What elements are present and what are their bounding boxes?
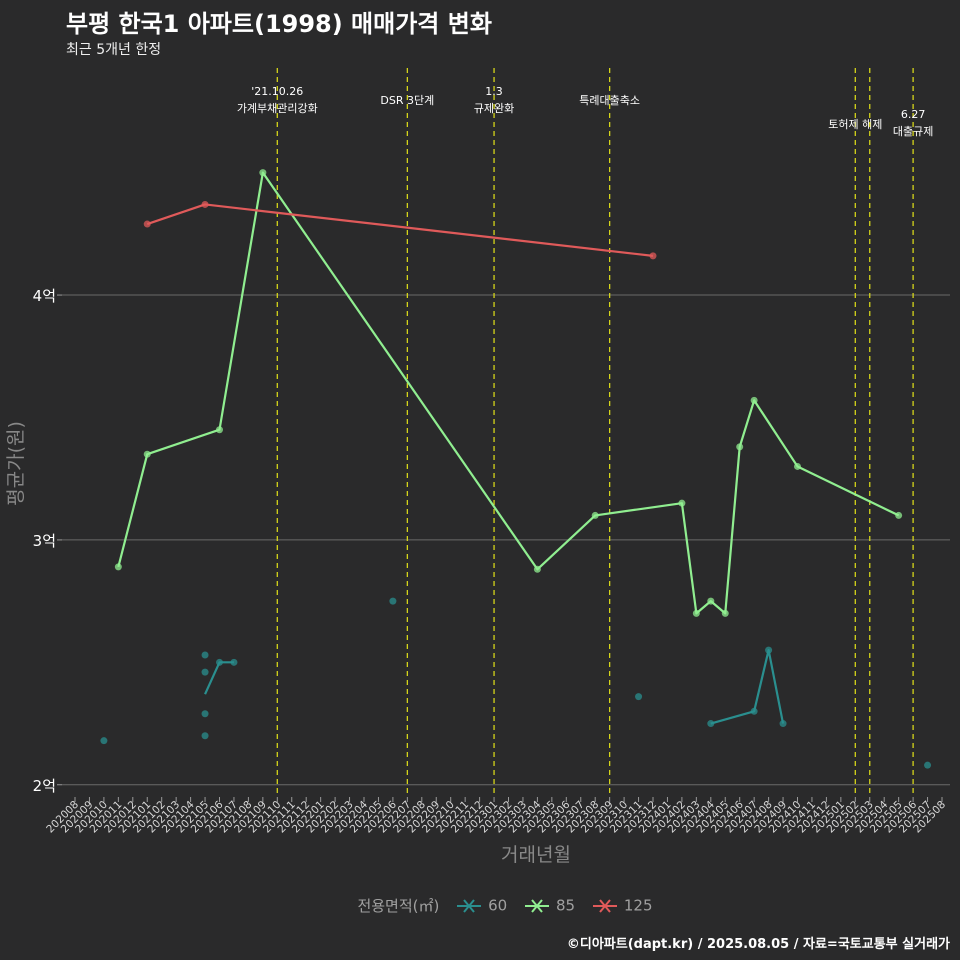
data-point-85-202405-9 — [721, 609, 729, 617]
series-line-85 — [117, 171, 900, 615]
series-line-125 — [146, 203, 654, 257]
data-point-85-202106-2 — [216, 426, 223, 434]
event-label-202110-1: 가계부채관리강화 — [237, 102, 318, 115]
caption: ©디아파트(dapt.kr) / 2025.08.05 / 자료=국토교통부 실… — [566, 937, 950, 952]
legend-key-125-icon — [592, 897, 618, 915]
data-point-60-202311-8 — [635, 693, 643, 701]
series-line-60-b — [710, 648, 785, 725]
legend: 전용면적(㎡) 60 85 125 — [0, 895, 960, 916]
data-point-85-202505-13 — [895, 511, 903, 519]
legend-item-125: 125 — [592, 896, 653, 915]
data-point-85-202011-0 — [114, 563, 122, 571]
data-point-85-202407-11 — [750, 396, 758, 404]
event-label-202207-0: DSR 3단계 — [380, 94, 434, 107]
event-label-202309-0: 특례대출축소 — [579, 94, 640, 107]
data-point-85-202308-5 — [591, 511, 599, 519]
event-label-202301-1: 규제완화 — [474, 102, 514, 115]
event-label-202301-0: 1.3 — [485, 85, 503, 98]
data-point-60-202105-1 — [201, 651, 209, 659]
data-point-85-202410-12 — [794, 462, 801, 470]
chart-title: 부평 한국1 아파트(1998) 매매가격 변화 — [66, 10, 492, 38]
data-point-60-202106-5 — [216, 658, 223, 666]
data-point-60-202105-4 — [201, 732, 209, 740]
data-point-60-202404-9 — [707, 720, 715, 728]
event-label-202506-1: 대출규제 — [893, 125, 933, 138]
x-axis-title: 거래년월 — [501, 844, 571, 866]
data-point-85-202109-3 — [259, 169, 267, 177]
legend-title: 전용면적(㎡) — [357, 897, 440, 915]
data-point-85-202403-7 — [692, 609, 700, 617]
data-point-85-202404-8 — [707, 597, 715, 605]
data-point-60-202206-7 — [389, 597, 397, 605]
data-point-60-202507-13 — [924, 761, 932, 769]
chart-subtitle: 최근 5개년 한정 — [66, 42, 162, 58]
legend-label-60: 60 — [488, 896, 508, 915]
y-tick-label-4: 4억 — [33, 287, 56, 305]
data-point-60-202408-11 — [765, 646, 773, 654]
data-point-60-202010-0 — [100, 737, 108, 745]
data-point-60-202105-2 — [201, 668, 209, 676]
event-label-202110-0: '21.10.26 — [251, 85, 303, 98]
y-tick-label-2: 2억 — [33, 777, 56, 795]
legend-item-85: 85 — [524, 896, 575, 915]
data-point-85-202101-1 — [143, 450, 151, 458]
legend-label-125: 125 — [623, 896, 653, 915]
event-label-202502-0: 토허제 해제 — [828, 117, 882, 131]
data-point-85-202402-6 — [678, 499, 686, 507]
data-point-125-202101-0 — [143, 220, 151, 228]
series-line-60 — [204, 661, 234, 695]
data-point-85-202406-10 — [736, 443, 744, 451]
legend-key-85-icon — [524, 897, 550, 915]
data-point-60-202409-12 — [779, 720, 787, 728]
legend-key-glyph — [525, 899, 550, 913]
legend-key-glyph — [457, 899, 482, 913]
legend-key-60-icon — [456, 897, 482, 915]
legend-key-glyph — [592, 899, 617, 913]
legend-label-85: 85 — [556, 896, 576, 915]
y-tick-label-3: 3억 — [33, 532, 56, 550]
event-label-202506-0: 6.27 — [901, 108, 926, 121]
data-point-60-202107-6 — [230, 658, 238, 666]
legend-item-60: 60 — [456, 896, 507, 915]
y-axis-title: 평균가(원) — [5, 421, 27, 506]
data-point-125-202105-1 — [201, 200, 209, 208]
data-point-85-202304-4 — [533, 565, 541, 573]
data-point-60-202407-10 — [750, 707, 758, 715]
data-point-125-202312-2 — [649, 252, 657, 260]
data-point-60-202105-3 — [201, 710, 209, 718]
